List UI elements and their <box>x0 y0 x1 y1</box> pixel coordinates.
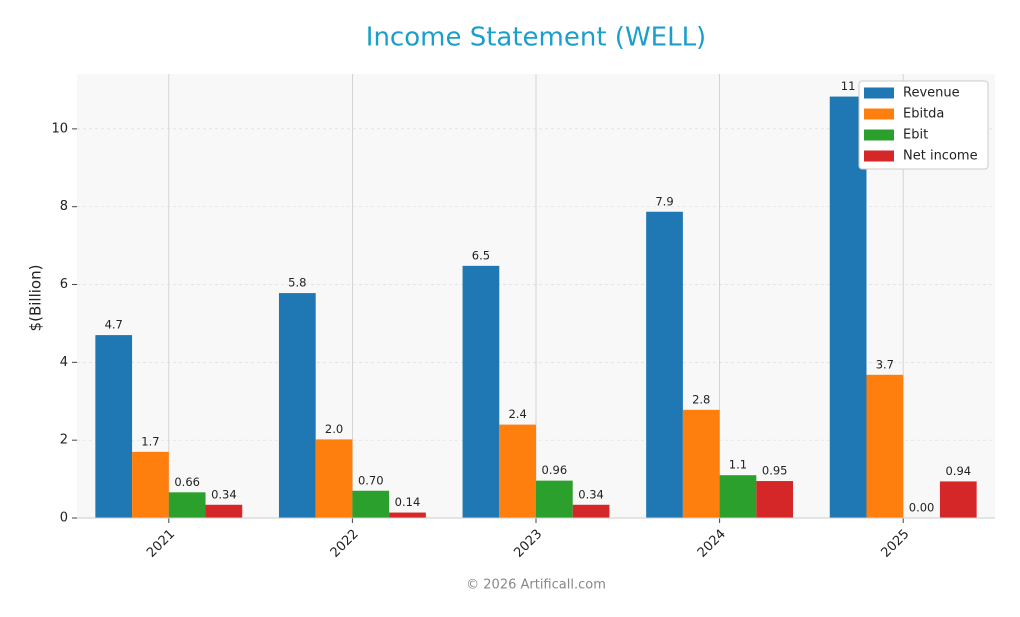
bar <box>756 481 794 518</box>
bar <box>572 504 610 518</box>
data-label: 2.4 <box>508 407 526 421</box>
y-tick-label: 0 <box>60 511 68 526</box>
bar <box>939 481 977 518</box>
data-label: 2.0 <box>325 422 343 436</box>
y-tick-label: 6 <box>60 277 68 292</box>
data-label: 6.5 <box>472 248 490 262</box>
data-label: 0.34 <box>578 487 604 501</box>
data-label: 1.1 <box>729 458 747 472</box>
bar <box>682 409 720 518</box>
bar <box>499 424 536 518</box>
chart-title: Income Statement (WELL) <box>366 23 706 53</box>
data-label: 11 <box>841 79 856 93</box>
data-label: 7.9 <box>655 194 673 208</box>
bar <box>719 475 757 518</box>
y-tick-label: 4 <box>60 355 68 370</box>
bar <box>866 374 904 518</box>
legend-swatch <box>864 129 894 141</box>
data-label: 0.95 <box>762 464 788 478</box>
bar <box>205 504 243 518</box>
legend-label: Ebit <box>903 128 928 143</box>
bar <box>389 512 426 518</box>
bar <box>132 451 169 518</box>
bar <box>278 293 316 518</box>
bar <box>462 265 500 518</box>
data-label: 0.96 <box>542 463 568 477</box>
bar <box>95 335 133 518</box>
legend-swatch <box>864 87 894 99</box>
data-label: 0.66 <box>174 475 200 489</box>
x-tick-label: 2025 <box>878 527 912 561</box>
bar <box>352 490 390 518</box>
data-label: 4.7 <box>105 318 123 332</box>
footer: © 2026 Artificall.com <box>466 578 606 593</box>
legend-label: Net income <box>903 149 978 164</box>
legend-swatch <box>864 150 894 162</box>
y-axis-label: $(Billion) <box>27 265 45 332</box>
bar <box>646 211 683 518</box>
legend-label: Revenue <box>903 86 960 101</box>
data-label: 0.00 <box>909 501 935 515</box>
x-tick-label: 2022 <box>328 527 362 561</box>
data-label: 0.34 <box>211 487 237 501</box>
bar <box>315 439 353 518</box>
y-tick-label: 2 <box>60 433 68 448</box>
data-label: 1.7 <box>141 434 159 448</box>
x-tick-label: 2024 <box>695 527 729 561</box>
data-label: 0.14 <box>395 495 421 509</box>
data-label: 5.8 <box>288 276 306 290</box>
x-tick-label: 2023 <box>511 527 545 561</box>
data-label: 0.94 <box>945 464 971 478</box>
legend-box <box>858 80 989 170</box>
bar <box>168 492 206 518</box>
y-tick-label: 8 <box>60 199 68 214</box>
bar <box>536 480 573 518</box>
legend-label: Ebitda <box>903 107 944 122</box>
data-label: 2.8 <box>692 392 710 406</box>
y-tick-label: 10 <box>51 121 68 136</box>
legend-swatch <box>864 108 894 120</box>
x-tick-label: 2021 <box>144 527 178 561</box>
data-label: 3.7 <box>876 357 894 371</box>
data-label: 0.70 <box>358 473 384 487</box>
